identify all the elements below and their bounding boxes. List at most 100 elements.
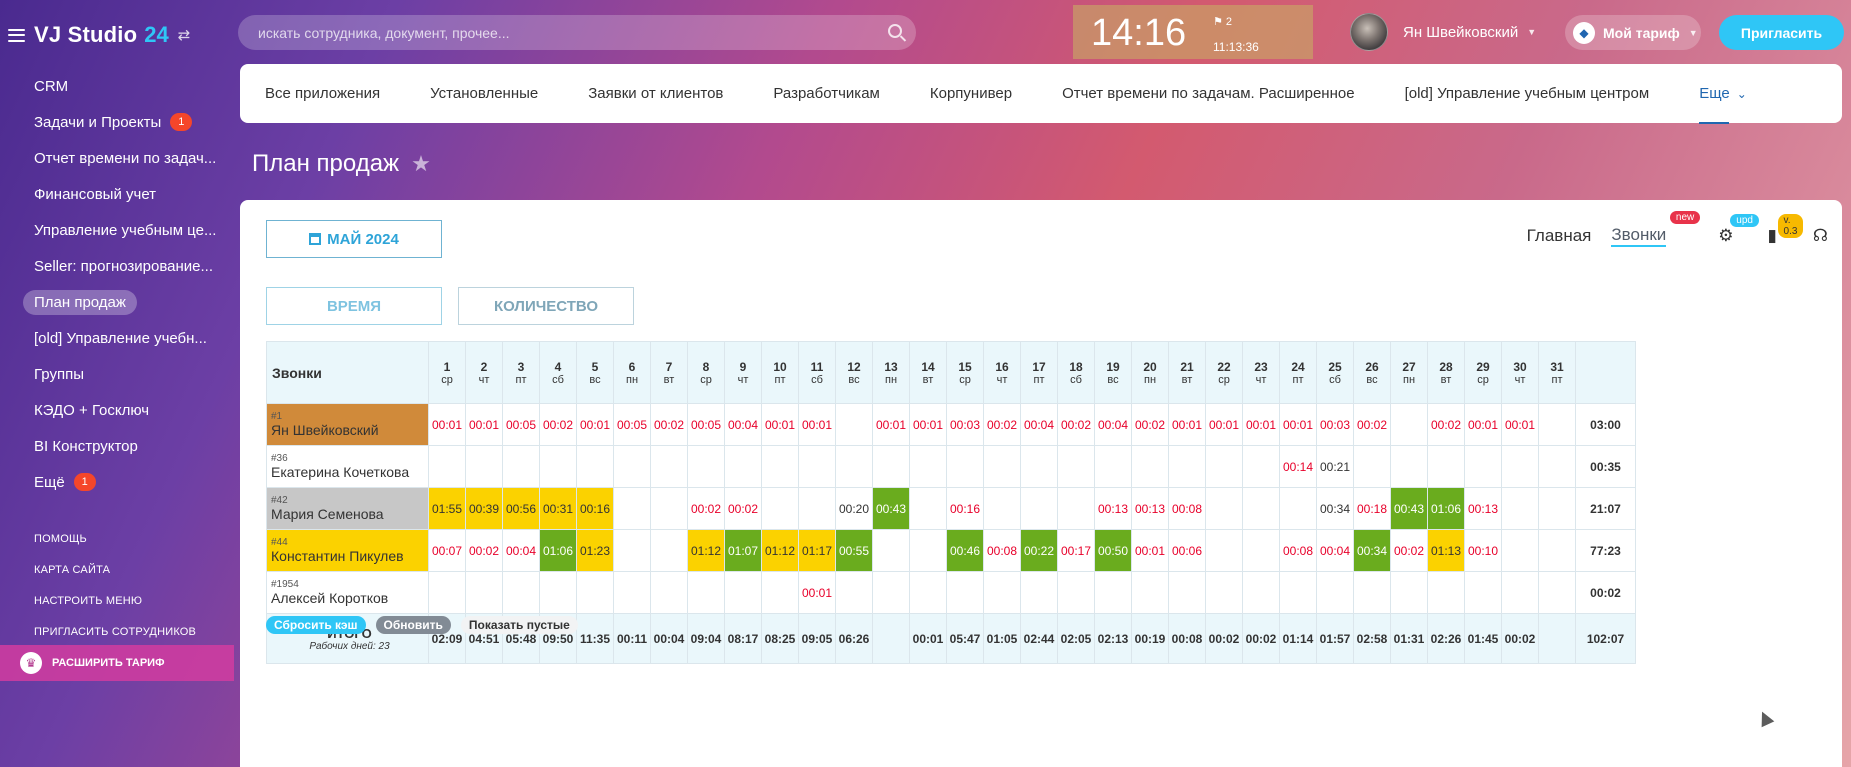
time-cell[interactable]: 00:01 xyxy=(872,403,910,446)
sidebar-item[interactable]: Seller: прогнозирование... xyxy=(23,248,233,284)
time-cell[interactable]: 00:02 xyxy=(539,403,577,446)
time-cell[interactable]: 00:01 xyxy=(798,403,836,446)
time-cell[interactable]: 00:02 xyxy=(687,487,725,530)
time-cell[interactable]: 01:17 xyxy=(798,529,836,572)
app-tab[interactable]: Отчет времени по задачам. Расширенное xyxy=(1062,85,1355,102)
time-cell[interactable]: 00:01 xyxy=(1501,403,1539,446)
time-cell[interactable]: 00:43 xyxy=(1390,487,1428,530)
sidebar-item[interactable]: Группы xyxy=(23,356,233,392)
nav-calls[interactable]: Звонки new xyxy=(1611,211,1701,247)
time-cell[interactable]: 00:39 xyxy=(465,487,503,530)
time-cell[interactable]: 00:22 xyxy=(1020,529,1058,572)
time-cell[interactable]: 01:06 xyxy=(539,529,577,572)
employee-cell[interactable]: #1954 Алексей Коротков xyxy=(266,571,429,614)
sidebar-item[interactable]: Отчет времени по задач... xyxy=(23,140,233,176)
time-cell[interactable]: 00:04 xyxy=(1020,403,1058,446)
app-tab[interactable]: Разработчикам xyxy=(773,85,880,102)
time-cell[interactable]: 00:46 xyxy=(946,529,984,572)
sidebar-item[interactable]: Финансовый учет xyxy=(23,176,233,212)
app-tab[interactable]: Корпунивер xyxy=(929,85,1013,102)
time-cell[interactable]: 00:17 xyxy=(1057,529,1095,572)
time-cell[interactable]: 00:18 xyxy=(1353,487,1391,530)
time-cell[interactable]: 00:05 xyxy=(502,403,540,446)
search-input[interactable] xyxy=(258,15,858,50)
sidebar-item[interactable]: Ещё 1 xyxy=(23,464,233,500)
time-cell[interactable]: 01:12 xyxy=(687,529,725,572)
show-empty-button[interactable]: Показать пустые xyxy=(460,616,578,634)
time-cell[interactable]: 00:16 xyxy=(946,487,984,530)
mode-time-button[interactable]: ВРЕМЯ xyxy=(266,287,442,325)
time-cell[interactable]: 00:21 xyxy=(1316,445,1354,488)
sidebar-item[interactable]: Управление учебным це... xyxy=(23,212,233,248)
gear-icon[interactable]: ⚙ upd xyxy=(1718,214,1759,246)
time-cell[interactable]: 00:02 xyxy=(1390,529,1428,572)
employee-cell[interactable]: #36 Екатерина Кочеткова xyxy=(266,445,429,488)
logo[interactable]: VJ Studio 24 ⇄ xyxy=(8,20,190,50)
upgrade-tariff-button[interactable]: ♛ Расширить тариф xyxy=(0,645,234,681)
time-cell[interactable]: 00:04 xyxy=(1094,403,1132,446)
sidebar-item[interactable]: КЭДО + Госключ xyxy=(23,392,233,428)
time-cell[interactable]: 01:12 xyxy=(761,529,799,572)
user-menu[interactable]: Ян Швейковский ▼ xyxy=(1350,13,1536,51)
time-cell[interactable]: 00:14 xyxy=(1279,445,1317,488)
time-cell[interactable]: 00:02 xyxy=(650,403,688,446)
time-cell[interactable]: 00:13 xyxy=(1094,487,1132,530)
time-cell[interactable]: 01:13 xyxy=(1427,529,1465,572)
time-cell[interactable]: 00:04 xyxy=(1316,529,1354,572)
time-cell[interactable]: 00:02 xyxy=(1131,403,1169,446)
time-cell[interactable]: 00:55 xyxy=(835,529,873,572)
sidebar-item[interactable]: BI Конструктор xyxy=(23,428,233,464)
time-cell[interactable]: 00:01 xyxy=(1242,403,1280,446)
time-cell[interactable]: 01:06 xyxy=(1427,487,1465,530)
star-icon[interactable]: ★ xyxy=(411,151,431,176)
time-cell[interactable]: 00:01 xyxy=(761,403,799,446)
time-cell[interactable]: 00:04 xyxy=(724,403,762,446)
time-cell[interactable]: 01:07 xyxy=(724,529,762,572)
time-cell[interactable]: 00:01 xyxy=(1464,403,1502,446)
sidebar-small-link[interactable]: Настроить меню xyxy=(34,595,143,607)
time-cell[interactable]: 00:16 xyxy=(576,487,614,530)
time-cell[interactable]: 00:34 xyxy=(1316,487,1354,530)
sidebar-item[interactable]: CRM xyxy=(23,68,233,104)
time-cell[interactable]: 00:03 xyxy=(946,403,984,446)
time-cell[interactable]: 00:43 xyxy=(872,487,910,530)
time-cell[interactable]: 00:06 xyxy=(1168,529,1206,572)
sidebar-small-link[interactable]: Карта сайта xyxy=(34,564,111,576)
time-cell[interactable]: 00:01 xyxy=(428,403,466,446)
time-cell[interactable]: 00:13 xyxy=(1131,487,1169,530)
app-tab[interactable]: Установленные xyxy=(430,85,539,102)
search-bar[interactable] xyxy=(238,15,916,50)
time-cell[interactable]: 00:05 xyxy=(613,403,651,446)
apps-more-tab[interactable]: Еще ⌄ xyxy=(1699,85,1747,124)
time-cell[interactable]: 00:08 xyxy=(983,529,1021,572)
sidebar-small-link[interactable]: Пригласить сотрудников xyxy=(34,626,197,638)
app-tab[interactable]: [old] Управление учебным центром xyxy=(1404,85,1650,102)
mode-quantity-button[interactable]: КОЛИЧЕСТВО xyxy=(458,287,634,325)
time-cell[interactable]: 00:04 xyxy=(502,529,540,572)
app-tab[interactable]: Заявки от клиентов xyxy=(588,85,724,102)
time-cell[interactable]: 00:08 xyxy=(1279,529,1317,572)
time-cell[interactable]: 00:20 xyxy=(835,487,873,530)
app-tab[interactable]: Все приложения xyxy=(265,85,381,102)
time-cell[interactable]: 00:01 xyxy=(909,403,947,446)
time-cell[interactable]: 00:56 xyxy=(502,487,540,530)
clock-widget[interactable]: 14:16 ⚑ 2 11:13:36 xyxy=(1073,5,1313,59)
document-icon[interactable]: ▮ v. 0.3 xyxy=(1768,214,1804,246)
sidebar-item[interactable]: Задачи и Проекты 1 xyxy=(23,104,233,140)
refresh-button[interactable]: Обновить xyxy=(375,616,451,634)
time-cell[interactable]: 00:02 xyxy=(1427,403,1465,446)
time-cell[interactable]: 00:01 xyxy=(1205,403,1243,446)
sidebar-small-link[interactable]: Помощь xyxy=(34,533,87,545)
time-cell[interactable]: 00:31 xyxy=(539,487,577,530)
time-cell[interactable]: 00:01 xyxy=(798,571,836,614)
sidebar-item[interactable]: [old] Управление учебн... xyxy=(23,320,233,356)
time-cell[interactable]: 00:03 xyxy=(1316,403,1354,446)
time-cell[interactable]: 00:02 xyxy=(1353,403,1391,446)
nav-main[interactable]: Главная xyxy=(1526,226,1592,245)
time-cell[interactable]: 00:05 xyxy=(687,403,725,446)
employee-cell[interactable]: #1 Ян Швейковский xyxy=(266,403,429,446)
time-cell[interactable]: 00:02 xyxy=(983,403,1021,446)
time-cell[interactable]: 00:01 xyxy=(465,403,503,446)
time-cell[interactable]: 00:01 xyxy=(1131,529,1169,572)
invite-button[interactable]: Пригласить xyxy=(1719,15,1844,50)
